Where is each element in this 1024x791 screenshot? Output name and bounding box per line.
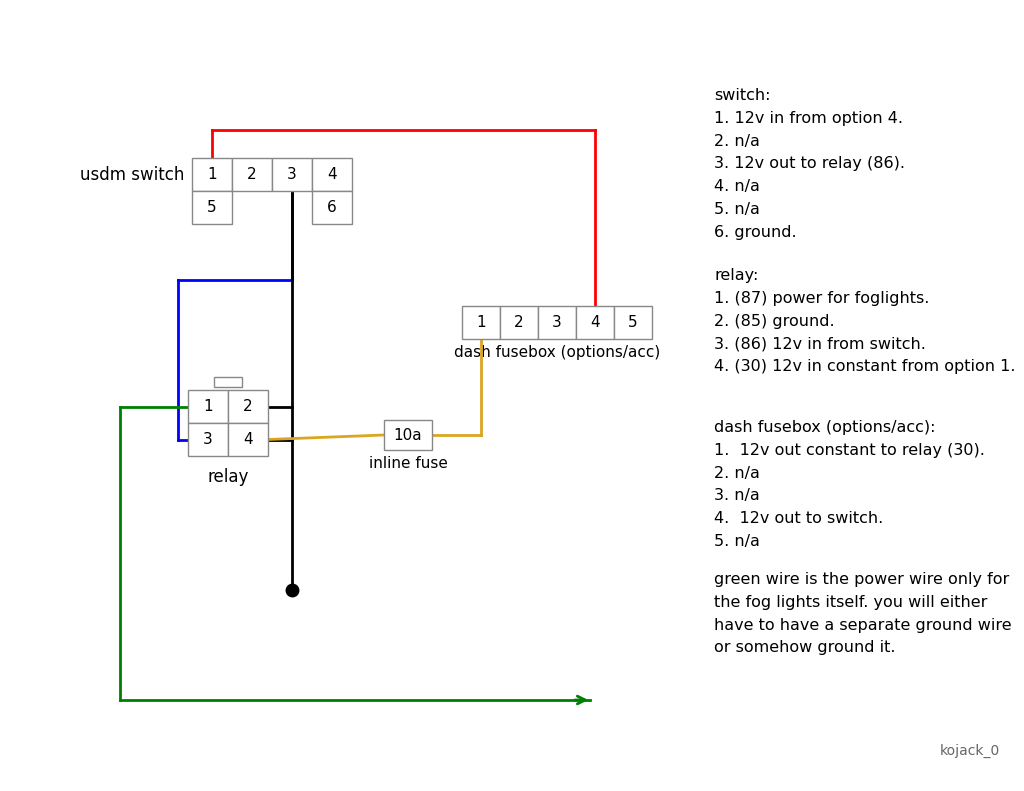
Bar (228, 423, 268, 456)
Bar (462, 306, 500, 339)
Bar (193, 158, 232, 191)
Bar (312, 158, 352, 191)
Text: usdm switch: usdm switch (80, 165, 184, 184)
Bar (312, 191, 352, 224)
Text: 1: 1 (207, 167, 217, 182)
Text: 5: 5 (628, 315, 638, 330)
Text: 6: 6 (327, 200, 337, 215)
Bar (272, 158, 312, 191)
Text: 4: 4 (243, 432, 253, 447)
Text: 3: 3 (203, 432, 213, 447)
Bar (188, 390, 228, 423)
Bar (193, 191, 232, 224)
Bar (214, 377, 242, 387)
Text: relay: relay (207, 468, 249, 486)
Text: 2: 2 (247, 167, 257, 182)
Bar (575, 306, 614, 339)
Text: dash fusebox (options/acc):
1.  12v out constant to relay (30).
2. n/a
3. n/a
4.: dash fusebox (options/acc): 1. 12v out c… (714, 420, 985, 549)
Text: 5: 5 (207, 200, 217, 215)
Text: kojack_0: kojack_0 (940, 744, 1000, 758)
Text: 1: 1 (203, 399, 213, 414)
Bar (384, 420, 432, 450)
Text: 10a: 10a (393, 427, 422, 442)
Text: dash fusebox (options/acc): dash fusebox (options/acc) (454, 345, 660, 360)
Text: 1: 1 (476, 315, 485, 330)
Text: 4: 4 (590, 315, 600, 330)
Text: 4: 4 (328, 167, 337, 182)
Text: 2: 2 (514, 315, 524, 330)
Text: switch:
1. 12v in from option 4.
2. n/a
3. 12v out to relay (86).
4. n/a
5. n/a
: switch: 1. 12v in from option 4. 2. n/a … (714, 88, 905, 240)
Text: relay:
1. (87) power for foglights.
2. (85) ground.
3. (86) 12v in from switch.
: relay: 1. (87) power for foglights. 2. (… (714, 268, 1016, 374)
Bar (232, 158, 272, 191)
Text: 3: 3 (287, 167, 297, 182)
Bar (614, 306, 652, 339)
Bar (500, 306, 538, 339)
Text: 2: 2 (243, 399, 253, 414)
Bar (538, 306, 575, 339)
Bar (228, 390, 268, 423)
Text: 3: 3 (552, 315, 562, 330)
Bar (188, 423, 228, 456)
Text: green wire is the power wire only for
the fog lights itself. you will either
hav: green wire is the power wire only for th… (714, 572, 1012, 656)
Text: inline fuse: inline fuse (369, 456, 447, 471)
